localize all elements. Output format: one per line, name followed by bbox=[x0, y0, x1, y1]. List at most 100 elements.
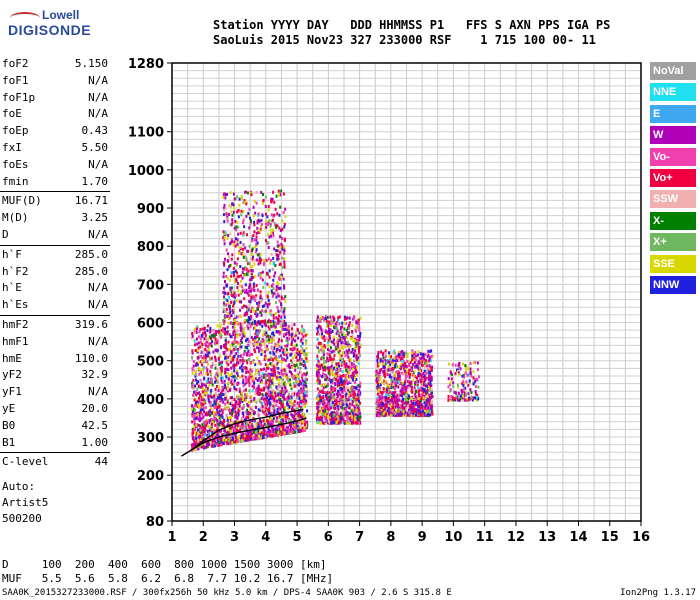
echo-point bbox=[289, 396, 292, 400]
echo-point bbox=[254, 258, 257, 262]
echo-point bbox=[262, 388, 265, 392]
echo-point bbox=[240, 345, 243, 349]
echo-point bbox=[196, 325, 199, 329]
echo-point bbox=[268, 394, 271, 398]
echo-point bbox=[227, 368, 230, 372]
echo-point bbox=[248, 353, 251, 357]
param-key: yE bbox=[2, 402, 16, 415]
echo-point bbox=[345, 345, 348, 349]
echo-point bbox=[202, 437, 205, 441]
echo-point bbox=[248, 425, 251, 429]
echo-point bbox=[268, 285, 271, 289]
echo-point bbox=[270, 231, 273, 235]
echo-point bbox=[275, 288, 278, 292]
echo-point bbox=[202, 429, 205, 433]
echo-point bbox=[300, 391, 303, 395]
echo-point bbox=[243, 434, 246, 438]
echo-point bbox=[231, 382, 234, 386]
param-key: foEp bbox=[2, 124, 29, 138]
echo-point bbox=[191, 414, 194, 418]
echo-point bbox=[320, 366, 323, 370]
echo-point bbox=[267, 389, 270, 393]
echo-point bbox=[238, 197, 241, 201]
echo-point bbox=[330, 357, 333, 361]
echo-point bbox=[273, 200, 276, 204]
echo-point bbox=[329, 366, 332, 370]
echo-point bbox=[261, 368, 264, 372]
echo-point bbox=[249, 407, 252, 411]
echo-point bbox=[251, 389, 254, 393]
echo-point bbox=[271, 353, 274, 357]
echo-point bbox=[321, 374, 324, 378]
echo-point bbox=[291, 374, 294, 378]
echo-point bbox=[235, 388, 238, 392]
echo-point bbox=[251, 259, 254, 263]
echo-point bbox=[236, 381, 239, 385]
echo-point bbox=[262, 424, 265, 428]
echo-point bbox=[280, 399, 283, 403]
echo-point bbox=[202, 368, 205, 372]
param-row: D N/A bbox=[2, 227, 108, 243]
echo-point bbox=[248, 303, 251, 307]
echo-point bbox=[342, 402, 345, 406]
echo-point bbox=[200, 403, 203, 407]
echo-point bbox=[229, 441, 232, 445]
echo-point bbox=[338, 352, 341, 356]
echo-point bbox=[222, 322, 225, 326]
echo-point bbox=[260, 271, 263, 275]
echo-point bbox=[299, 382, 302, 386]
echo-point bbox=[245, 267, 248, 271]
echo-point bbox=[268, 411, 271, 415]
echo-point bbox=[305, 346, 308, 350]
echo-point bbox=[265, 331, 268, 335]
echo-point bbox=[243, 297, 246, 301]
echo-point bbox=[297, 366, 300, 370]
echo-point bbox=[201, 350, 204, 354]
echo-point bbox=[266, 347, 269, 351]
echo-point bbox=[348, 376, 351, 380]
echo-point bbox=[275, 355, 278, 359]
echo-point bbox=[198, 361, 201, 365]
echo-point bbox=[271, 395, 274, 399]
echo-point bbox=[233, 325, 236, 329]
echo-point bbox=[192, 360, 195, 364]
echo-point bbox=[195, 441, 198, 445]
echo-point bbox=[298, 331, 301, 335]
echo-point bbox=[357, 318, 360, 322]
echo-point bbox=[282, 395, 285, 399]
echo-point bbox=[302, 429, 305, 433]
echo-point bbox=[322, 391, 325, 395]
echo-point bbox=[380, 382, 383, 386]
echo-point bbox=[358, 385, 361, 389]
echo-point bbox=[330, 421, 333, 425]
echo-point bbox=[222, 351, 225, 355]
echo-point bbox=[251, 412, 254, 416]
echo-point bbox=[420, 359, 423, 363]
echo-point bbox=[254, 399, 257, 403]
echo-point bbox=[321, 328, 324, 332]
echo-point bbox=[346, 351, 349, 355]
echo-point bbox=[203, 326, 206, 330]
echo-point bbox=[251, 384, 254, 388]
echo-point bbox=[284, 351, 287, 355]
echo-point bbox=[324, 412, 327, 416]
echo-point bbox=[242, 233, 245, 237]
echo-point bbox=[325, 384, 328, 388]
echo-point bbox=[413, 386, 416, 390]
echo-point bbox=[257, 378, 260, 382]
echo-point bbox=[255, 250, 258, 254]
echo-point bbox=[205, 372, 208, 376]
echo-point bbox=[236, 369, 239, 373]
echo-point bbox=[194, 430, 197, 434]
param-value: N/A bbox=[88, 228, 108, 241]
echo-point bbox=[246, 404, 249, 408]
echo-point bbox=[195, 423, 198, 427]
echo-point bbox=[271, 358, 274, 362]
echo-point bbox=[232, 430, 235, 434]
echo-point bbox=[254, 392, 257, 396]
echo-point bbox=[303, 423, 306, 427]
echo-point bbox=[291, 401, 294, 405]
echo-point bbox=[222, 230, 225, 234]
echo-point bbox=[275, 403, 278, 407]
echo-point bbox=[337, 316, 340, 320]
